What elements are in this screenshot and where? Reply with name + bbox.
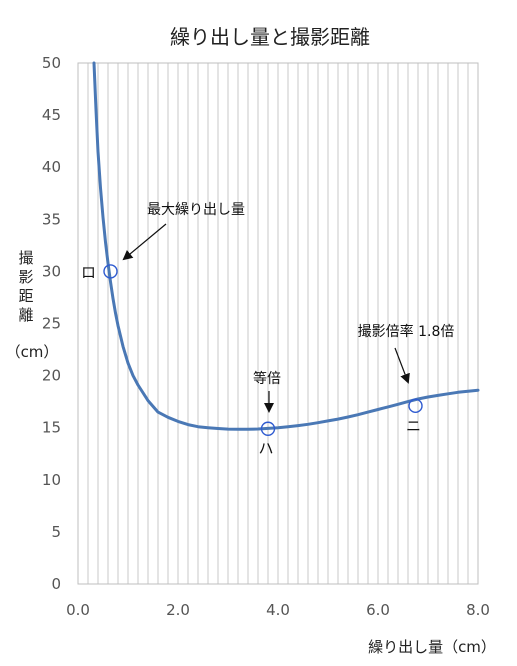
y-tick-label: 10	[42, 471, 61, 489]
point-label: ハ	[258, 440, 273, 458]
x-tick-label: 8.0	[466, 601, 490, 619]
annotation-max-extension: 最大繰り出し量	[147, 202, 245, 218]
marked-points: ロハ ニ	[81, 263, 423, 458]
marked-point	[260, 421, 276, 436]
y-tick-label: 25	[42, 315, 61, 333]
y-tick-label: 0	[51, 575, 61, 593]
y-axis-label-char: 離	[18, 306, 33, 324]
x-tick-label: 0.0	[66, 601, 90, 619]
annotation-arrow	[122, 223, 167, 261]
grid	[87, 63, 469, 584]
y-tick-label: 5	[51, 523, 61, 541]
series-line	[92, 61, 480, 431]
y-tick-label: 35	[42, 210, 61, 228]
y-tick-label: 50	[42, 54, 61, 72]
plot-frame	[77, 62, 479, 585]
y-tick-label: 45	[42, 106, 61, 124]
x-axis-label: 繰り出し量（cm）	[368, 638, 496, 656]
marked-point	[408, 398, 423, 414]
x-tick-label: 6.0	[366, 601, 390, 619]
y-tick-label: 40	[42, 158, 61, 176]
x-axis: 0.0 2.0 4.0 6.0 8.0	[66, 601, 490, 619]
y-axis: 0 5 10 15 20 25 30 35 40 45 50	[42, 54, 61, 593]
x-tick-label: 4.0	[266, 601, 290, 619]
y-tick-label: 30	[42, 262, 61, 280]
annotation-arrow	[394, 347, 410, 384]
y-axis-label-char: 影	[18, 268, 33, 286]
x-tick-label: 2.0	[166, 601, 190, 619]
annotation-life-size: 等倍	[253, 370, 281, 387]
y-axis-unit: （cm）	[6, 343, 59, 361]
y-tick-label: 15	[42, 419, 61, 437]
y-axis-label-char: 距	[18, 287, 33, 305]
y-tick-label: 20	[42, 367, 61, 385]
point-label: ロ	[81, 263, 96, 281]
marked-point	[103, 264, 118, 279]
y-axis-label-char: 撮	[18, 249, 33, 267]
chart-title: 繰り出し量と撮影距離	[170, 25, 370, 49]
point-label: ニ	[406, 417, 421, 435]
annotation-magnification: 撮影倍率 1.8倍	[358, 323, 455, 340]
